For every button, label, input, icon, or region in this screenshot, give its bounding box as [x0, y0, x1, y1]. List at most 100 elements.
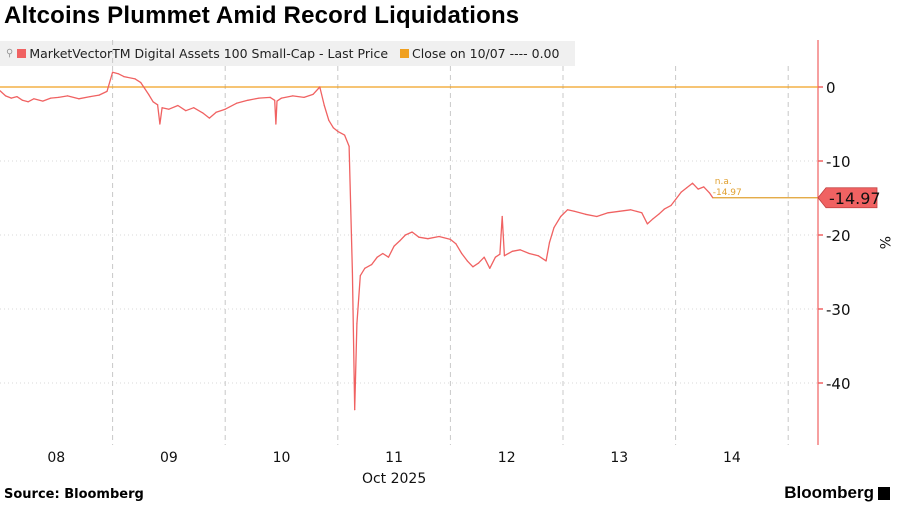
price-point	[247, 99, 249, 101]
price-point	[168, 108, 170, 110]
price-point	[499, 253, 501, 255]
legend: ⚲ MarketVectorTM Digital Assets 100 Smal…	[0, 41, 575, 66]
chart-title: Altcoins Plummet Amid Record Liquidation…	[4, 2, 520, 29]
price-point	[584, 213, 587, 215]
logo-text: Bloomberg	[784, 483, 874, 502]
price-point	[89, 96, 91, 98]
x-tick-label: 14	[723, 450, 741, 466]
price-point	[274, 99, 276, 101]
price-point	[646, 223, 649, 225]
price-point	[528, 252, 530, 255]
price-point	[511, 250, 513, 252]
price-point	[161, 107, 163, 109]
price-point	[269, 96, 271, 98]
price-point	[328, 119, 330, 121]
price-point	[280, 97, 283, 99]
price-point	[235, 102, 238, 104]
price-point	[370, 264, 373, 266]
price-point	[376, 256, 378, 258]
x-tick-label: 09	[160, 450, 178, 466]
price-point	[618, 210, 620, 212]
x-tick-label: 11	[385, 450, 403, 466]
price-point	[382, 252, 384, 255]
x-axis-label: Oct 2025	[362, 471, 426, 487]
price-point	[193, 107, 195, 109]
price-point	[489, 267, 491, 269]
price-point	[545, 260, 547, 262]
price-point	[418, 236, 420, 238]
price-point	[258, 97, 260, 99]
price-point	[708, 192, 710, 194]
legend-swatch-price	[17, 49, 27, 58]
logo-icon	[878, 486, 890, 500]
price-point	[16, 96, 18, 98]
y-tick-label: -30	[826, 301, 851, 319]
legend-swatch-close	[400, 49, 410, 58]
price-point	[354, 409, 356, 411]
price-point	[519, 249, 521, 251]
price-point	[323, 104, 325, 107]
price-point	[449, 238, 451, 241]
price-point	[703, 186, 705, 188]
price-point	[461, 252, 463, 255]
annotation-na: n.a.	[715, 177, 732, 187]
price-point	[343, 134, 346, 136]
price-point	[319, 86, 321, 88]
price-point	[303, 96, 305, 98]
price-point	[560, 215, 562, 218]
price-point	[537, 255, 539, 257]
price-point	[276, 100, 278, 102]
bloomberg-logo: Bloomberg	[784, 483, 890, 503]
x-tick-label: 08	[47, 450, 65, 466]
x-tick-label: 12	[498, 450, 516, 466]
price-point	[140, 81, 142, 84]
price-point	[548, 241, 551, 243]
last-value-label: -14.97	[829, 189, 881, 208]
price-point	[98, 94, 100, 96]
price-point	[658, 213, 660, 215]
price-point	[202, 112, 204, 114]
price-series-line	[0, 71, 714, 411]
price-point	[663, 208, 665, 210]
price-point	[675, 198, 677, 201]
price-point	[177, 104, 179, 107]
price-point	[57, 96, 60, 98]
price-point	[112, 71, 114, 73]
price-point	[66, 95, 69, 97]
price-point	[393, 245, 395, 247]
price-point	[566, 209, 569, 211]
price-point	[152, 101, 154, 103]
price-point	[292, 95, 294, 97]
price-point	[404, 234, 406, 236]
price-point	[494, 256, 497, 258]
price-point	[275, 123, 277, 125]
x-tick-label: 10	[273, 450, 291, 466]
price-point	[427, 238, 429, 240]
price-point	[27, 101, 29, 103]
price-point	[21, 99, 24, 101]
price-point	[215, 111, 217, 113]
price-point	[670, 204, 672, 206]
price-point	[472, 266, 474, 268]
price-point	[596, 215, 598, 218]
y-tick-label: -20	[826, 227, 851, 245]
price-point	[33, 98, 35, 100]
price-point	[477, 262, 480, 264]
y-tick-label: -10	[826, 153, 851, 171]
price-point	[501, 215, 503, 218]
price-point	[185, 110, 187, 112]
price-point	[117, 73, 119, 75]
price-point	[399, 240, 401, 242]
price-point	[10, 97, 12, 99]
source-note: Source: Bloomberg	[4, 487, 144, 502]
legend-label-close: Close on 10/07 ---- 0.00	[412, 46, 560, 61]
price-point	[337, 130, 339, 132]
price-point	[359, 275, 361, 277]
y-tick-label: -40	[826, 375, 851, 393]
price-point	[697, 188, 699, 190]
price-point	[348, 145, 350, 147]
price-point	[466, 260, 468, 262]
pin-icon: ⚲	[6, 48, 14, 59]
price-point	[42, 100, 44, 102]
